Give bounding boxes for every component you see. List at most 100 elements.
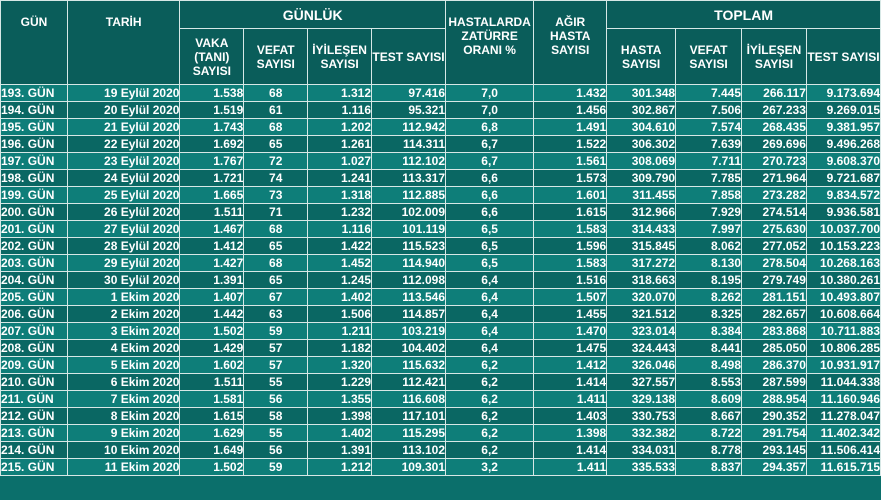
cell-toplam-test: 11.044.338 bbox=[805, 373, 881, 391]
cell-toplam-hasta: 335.533 bbox=[606, 458, 677, 476]
cell-iyilesen: 1.232 bbox=[307, 203, 372, 221]
cell-toplam-iyilesen: 285.050 bbox=[741, 339, 807, 357]
table-row: 195. GÜN 21 Eylül 2020 1.743 68 1.202 112.942… bbox=[0, 118, 881, 136]
cell-toplam-iyilesen: 275.630 bbox=[741, 220, 807, 238]
cell-iyilesen: 1.402 bbox=[307, 288, 372, 306]
cell-vefat: 65 bbox=[243, 135, 309, 153]
header-tarih: TARİH bbox=[66, 0, 181, 85]
cell-vaka: 1.442 bbox=[179, 305, 245, 323]
cell-gun: 196. GÜN bbox=[0, 135, 68, 153]
cell-toplam-hasta: 327.557 bbox=[606, 373, 677, 391]
cell-gun: 198. GÜN bbox=[0, 169, 68, 187]
cell-gun: 194. GÜN bbox=[0, 101, 68, 119]
cell-iyilesen: 1.422 bbox=[307, 237, 372, 255]
cell-toplam-iyilesen: 273.282 bbox=[741, 186, 807, 204]
cell-iyilesen: 1.212 bbox=[307, 458, 372, 476]
cell-iyilesen: 1.241 bbox=[307, 169, 372, 187]
cell-toplam-test: 9.834.572 bbox=[805, 186, 881, 204]
cell-vefat: 68 bbox=[243, 118, 309, 136]
cell-tarih: 20 Eylül 2020 bbox=[66, 101, 181, 119]
cell-agir-hasta: 1.411 bbox=[533, 458, 608, 476]
cell-vefat: 58 bbox=[243, 407, 309, 425]
cell-iyilesen: 1.116 bbox=[307, 220, 372, 238]
table-row: 211. GÜN 7 Ekim 2020 1.581 56 1.355 116.608 6,… bbox=[0, 390, 881, 408]
cell-toplam-hasta: 318.663 bbox=[606, 271, 677, 289]
cell-toplam-vefat: 8.195 bbox=[675, 271, 742, 289]
cell-tarih: 10 Ekim 2020 bbox=[66, 441, 181, 459]
cell-toplam-vefat: 8.498 bbox=[675, 356, 742, 374]
cell-toplam-hasta: 324.443 bbox=[606, 339, 677, 357]
cell-agir-hasta: 1.414 bbox=[533, 441, 608, 459]
table-row: 214. GÜN 10 Ekim 2020 1.649 56 1.391 113.102 6… bbox=[0, 441, 881, 459]
cell-iyilesen: 1.027 bbox=[307, 152, 372, 170]
cell-toplam-vefat: 8.722 bbox=[675, 424, 742, 442]
cell-vefat: 68 bbox=[243, 254, 309, 272]
cell-toplam-hasta: 329.138 bbox=[606, 390, 677, 408]
cell-toplam-vefat: 8.384 bbox=[675, 322, 742, 340]
cell-agir-hasta: 1.475 bbox=[533, 339, 608, 357]
cell-vefat: 56 bbox=[243, 390, 309, 408]
cell-zaturre-orani: 6,2 bbox=[445, 424, 535, 442]
cell-test: 116.608 bbox=[370, 390, 447, 408]
covid-statistics-table: GÜN TARİH GÜNLÜK HASTALARDA ZATÜRRE ORAN… bbox=[0, 0, 881, 476]
cell-toplam-vefat: 7.929 bbox=[675, 203, 742, 221]
cell-agir-hasta: 1.583 bbox=[533, 254, 608, 272]
cell-test: 114.940 bbox=[370, 254, 447, 272]
cell-zaturre-orani: 6,4 bbox=[445, 339, 535, 357]
table-row: 212. GÜN 8 Ekim 2020 1.615 58 1.398 117.101 6,… bbox=[0, 407, 881, 425]
cell-agir-hasta: 1.573 bbox=[533, 169, 608, 187]
cell-vaka: 1.412 bbox=[179, 237, 245, 255]
cell-tarih: 6 Ekim 2020 bbox=[66, 373, 181, 391]
cell-test: 114.857 bbox=[370, 305, 447, 323]
cell-test: 114.311 bbox=[370, 135, 447, 153]
cell-agir-hasta: 1.412 bbox=[533, 356, 608, 374]
cell-gun: 210. GÜN bbox=[0, 373, 68, 391]
cell-toplam-vefat: 7.858 bbox=[675, 186, 742, 204]
cell-gun: 205. GÜN bbox=[0, 288, 68, 306]
table-row: 210. GÜN 6 Ekim 2020 1.511 55 1.229 112.421 6,… bbox=[0, 373, 881, 391]
table-row: 197. GÜN 23 Eylül 2020 1.767 72 1.027 112.102… bbox=[0, 152, 881, 170]
cell-toplam-iyilesen: 267.233 bbox=[741, 101, 807, 119]
cell-tarih: 21 Eylül 2020 bbox=[66, 118, 181, 136]
cell-zaturre-orani: 6,4 bbox=[445, 271, 535, 289]
cell-test: 101.119 bbox=[370, 220, 447, 238]
cell-agir-hasta: 1.601 bbox=[533, 186, 608, 204]
cell-vaka: 1.502 bbox=[179, 322, 245, 340]
cell-vefat: 67 bbox=[243, 288, 309, 306]
cell-vefat: 59 bbox=[243, 322, 309, 340]
header-vefat-sayisi: VEFAT SAYISI bbox=[243, 28, 309, 85]
cell-vefat: 61 bbox=[243, 101, 309, 119]
cell-toplam-vefat: 8.262 bbox=[675, 288, 742, 306]
cell-toplam-vefat: 7.711 bbox=[675, 152, 742, 170]
cell-toplam-vefat: 7.574 bbox=[675, 118, 742, 136]
cell-tarih: 8 Ekim 2020 bbox=[66, 407, 181, 425]
cell-toplam-iyilesen: 286.370 bbox=[741, 356, 807, 374]
cell-toplam-hasta: 301.348 bbox=[606, 84, 677, 102]
cell-zaturre-orani: 6,2 bbox=[445, 441, 535, 459]
cell-toplam-iyilesen: 270.723 bbox=[741, 152, 807, 170]
cell-tarih: 9 Ekim 2020 bbox=[66, 424, 181, 442]
cell-test: 115.523 bbox=[370, 237, 447, 255]
cell-agir-hasta: 1.522 bbox=[533, 135, 608, 153]
cell-gun: 204. GÜN bbox=[0, 271, 68, 289]
cell-gun: 206. GÜN bbox=[0, 305, 68, 323]
table-row: 213. GÜN 9 Ekim 2020 1.629 55 1.402 115.295 6,… bbox=[0, 424, 881, 442]
cell-iyilesen: 1.202 bbox=[307, 118, 372, 136]
header-toplam-iyilesen: İYİLEŞEN SAYISI bbox=[741, 28, 807, 85]
cell-test: 104.402 bbox=[370, 339, 447, 357]
cell-vefat: 71 bbox=[243, 203, 309, 221]
header-test-sayisi: TEST SAYISI bbox=[370, 28, 447, 85]
cell-iyilesen: 1.506 bbox=[307, 305, 372, 323]
cell-agir-hasta: 1.507 bbox=[533, 288, 608, 306]
cell-toplam-test: 10.711.883 bbox=[805, 322, 881, 340]
cell-toplam-iyilesen: 287.599 bbox=[741, 373, 807, 391]
header-toplam-hasta: HASTA SAYISI bbox=[606, 28, 677, 85]
table-row: 205. GÜN 1 Ekim 2020 1.407 67 1.402 113.546 6,… bbox=[0, 288, 881, 306]
cell-toplam-test: 9.269.015 bbox=[805, 101, 881, 119]
cell-tarih: 11 Ekim 2020 bbox=[66, 458, 181, 476]
table-row: 202. GÜN 28 Eylül 2020 1.412 65 1.422 115.523… bbox=[0, 237, 881, 255]
cell-zaturre-orani: 6,4 bbox=[445, 288, 535, 306]
cell-gun: 209. GÜN bbox=[0, 356, 68, 374]
cell-zaturre-orani: 6,7 bbox=[445, 152, 535, 170]
cell-vaka: 1.629 bbox=[179, 424, 245, 442]
